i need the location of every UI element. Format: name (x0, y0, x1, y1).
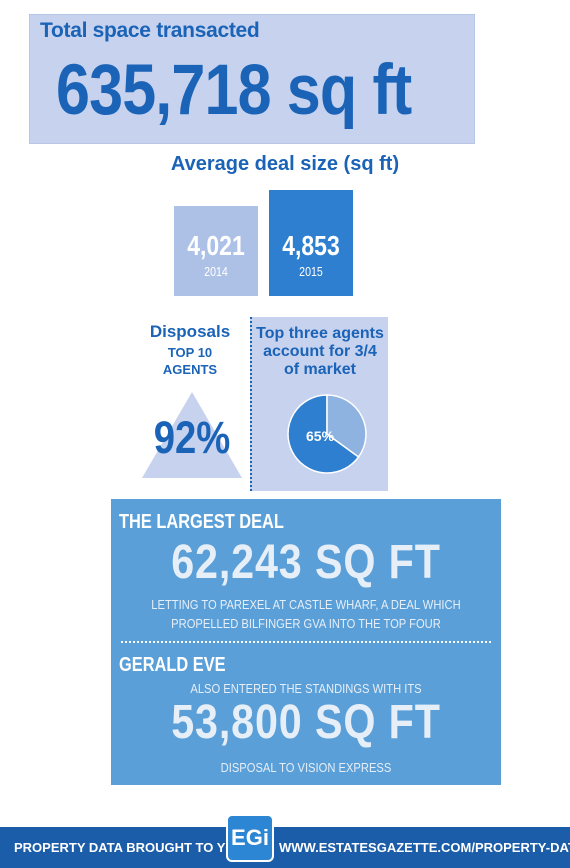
gerald-eve-size: 53,800 SQ FT (171, 696, 441, 749)
top-agents-panel: Top three agents account for 3/4 of mark… (250, 317, 388, 491)
avg-value-2015: 4,853 (282, 230, 340, 261)
total-space-label: Total space transacted (40, 19, 260, 42)
gerald-eve-heading: GERALD EVE (119, 654, 226, 676)
top-agents-title: Top three agents account for 3/4 of mark… (252, 325, 388, 379)
pie-slice-35 (326, 394, 367, 458)
largest-deal-panel: THE LARGEST DEAL 62,243 SQ FT LETTING TO… (111, 499, 501, 785)
top-agents-line-2: account for 3/4 (263, 343, 377, 360)
largest-deal-description: LETTING TO PAREXEL AT CASTLE WHARF, A DE… (138, 595, 473, 633)
average-deal-title: Average deal size (sq ft) (170, 153, 400, 175)
gerald-eve-description: DISPOSAL TO VISION EXPRESS (220, 760, 392, 775)
footer-credit: PROPERTY DATA BROUGHT TO YOU BY (14, 840, 267, 855)
avg-value-2014: 4,021 (187, 230, 245, 261)
total-space-panel: Total space transacted 635,718 sq ft (29, 14, 475, 144)
disposals-percent: 92% (153, 412, 231, 463)
deal-desc-line-2: PROPELLED BILFINGER GVA INTO THE TOP FOU… (171, 616, 441, 631)
top10-line: TOP 10 (167, 345, 213, 360)
deal-desc-line-1: LETTING TO PAREXEL AT CASTLE WHARF, A DE… (151, 597, 461, 612)
top-agents-line-1: Top three agents (256, 325, 384, 342)
market-share-pie: 65% (287, 394, 367, 474)
year-label-2015: 2015 (299, 264, 323, 279)
total-space-value: 635,718 sq ft (56, 51, 412, 130)
dotted-divider (121, 641, 491, 643)
pie-label-65: 65% (306, 428, 335, 444)
largest-deal-size: 62,243 SQ FT (171, 536, 441, 589)
pie-slice-65 (287, 394, 360, 474)
year-box-2014: 4,021 2014 (174, 206, 258, 296)
footer-url-link[interactable]: WWW.ESTATESGAZETTE.COM/PROPERTY-DATA (279, 840, 570, 855)
triangle-graphic (142, 392, 242, 478)
top10-agents-label: TOP 10 AGENTS (148, 344, 232, 378)
agents-line: AGENTS (162, 362, 218, 377)
largest-deal-heading: THE LARGEST DEAL (119, 511, 284, 533)
egi-logo[interactable]: EGi (226, 814, 274, 862)
top-agents-line-3: of market (283, 361, 357, 378)
year-label-2014: 2014 (204, 264, 228, 279)
gerald-eve-subtext: ALSO ENTERED THE STANDINGS WITH ITS (190, 681, 422, 696)
disposals-title: Disposals (149, 322, 231, 341)
footer-bar: PROPERTY DATA BROUGHT TO YOU BY WWW.ESTA… (0, 827, 570, 868)
year-box-2015: 4,853 2015 (269, 190, 353, 296)
